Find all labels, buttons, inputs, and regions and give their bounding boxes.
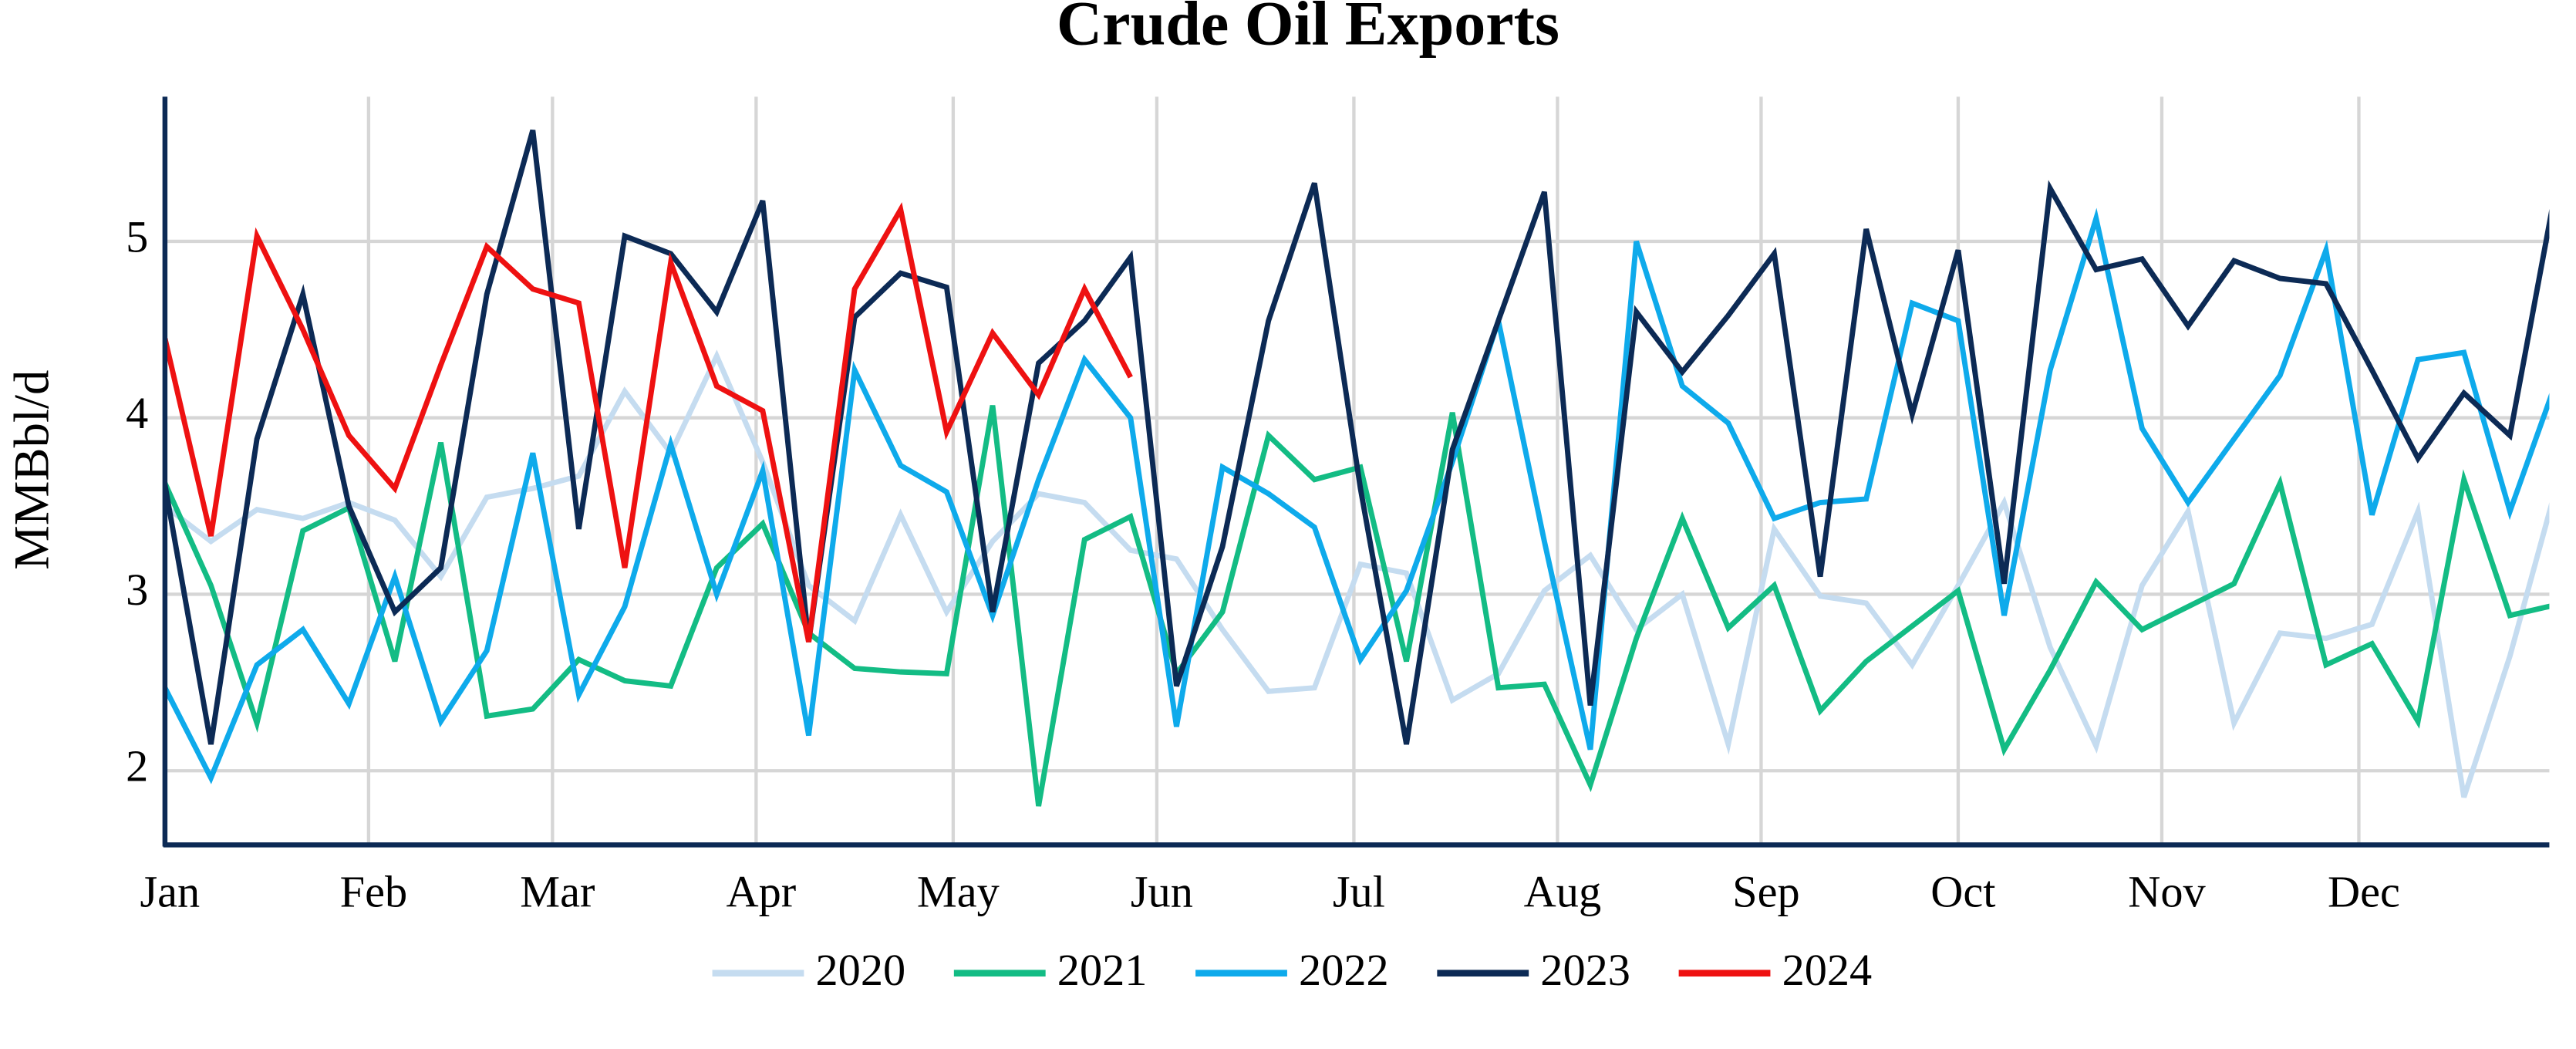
series-line bbox=[164, 349, 2550, 798]
legend-label: 2024 bbox=[1782, 945, 1873, 995]
legend-label: 2020 bbox=[816, 945, 906, 995]
x-tick-label: Dec bbox=[2328, 867, 2400, 917]
series-line bbox=[164, 202, 1133, 643]
y-tick-label: 5 bbox=[126, 211, 148, 261]
legend-label: 2021 bbox=[1057, 945, 1148, 995]
x-tick-label: Sep bbox=[1732, 867, 1800, 917]
x-tick-label: Apr bbox=[727, 867, 797, 917]
chart-title: Crude Oil Exports bbox=[1057, 0, 1559, 59]
y-tick-label: 4 bbox=[126, 388, 148, 438]
x-tick-label: May bbox=[917, 867, 1000, 917]
legend-label: 2022 bbox=[1299, 945, 1389, 995]
series-line bbox=[164, 207, 2550, 784]
x-tick-label: Jan bbox=[140, 867, 200, 917]
series-line bbox=[164, 405, 2550, 807]
x-tick-label: Nov bbox=[2128, 867, 2206, 917]
y-axis-label: MMBbl/d bbox=[4, 370, 59, 570]
series-line bbox=[164, 129, 2550, 745]
x-tick-label: Feb bbox=[340, 867, 407, 917]
legend-label: 2023 bbox=[1540, 945, 1630, 995]
x-tick-label: Jun bbox=[1131, 867, 1193, 917]
labels: 2 3 4 5 Jan Feb Mar Apr May Jun Jul Aug Sep Oct Nov Dec bbox=[126, 211, 2400, 916]
y-tick-label: 3 bbox=[126, 565, 148, 615]
plot-area bbox=[164, 129, 2550, 807]
x-tick-label: Oct bbox=[1930, 867, 1995, 917]
x-tick-label: Aug bbox=[1524, 867, 1601, 917]
x-tick-label: Jul bbox=[1333, 867, 1385, 917]
y-tick-label: 2 bbox=[126, 741, 148, 791]
legend: 2020 2021 2022 2023 2024 bbox=[712, 945, 1873, 995]
x-tick-label: Mar bbox=[520, 867, 595, 917]
